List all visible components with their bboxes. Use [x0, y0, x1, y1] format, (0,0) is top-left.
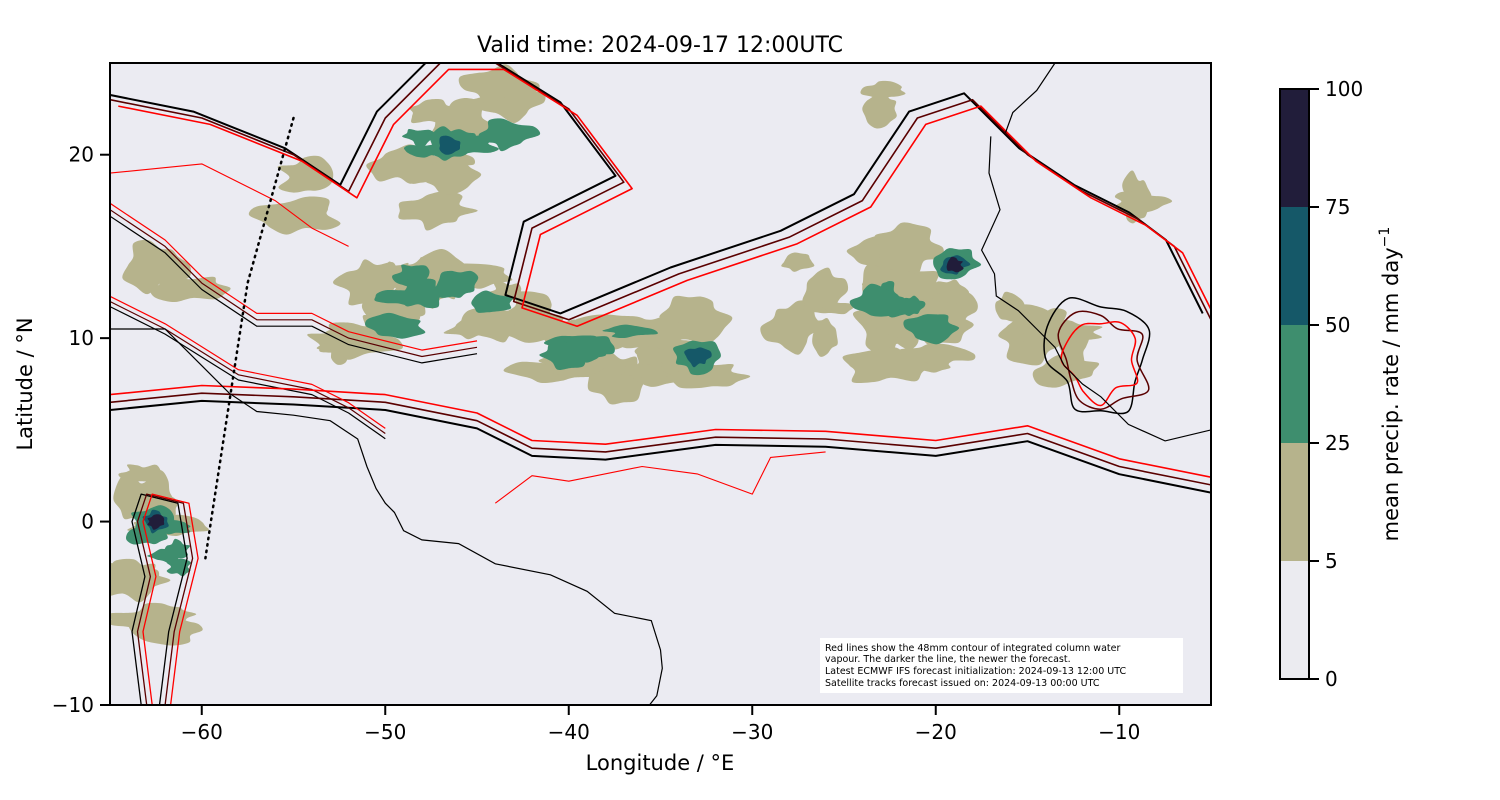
contour-west-oldest — [110, 202, 478, 351]
precip-patch-light — [802, 267, 849, 312]
contour-south-newest — [110, 399, 1211, 494]
colorbar-segment — [1280, 443, 1309, 561]
coastlines — [110, 63, 1211, 705]
x-tick-label: −40 — [548, 720, 590, 744]
colorbar-segment — [1280, 325, 1309, 443]
coastline-west-africa — [980, 136, 1211, 442]
y-axis-ticks: −10 0 10 20 — [52, 143, 110, 717]
contour-africa-ring-mid — [1057, 310, 1150, 410]
precip-patch-light — [398, 190, 478, 231]
precip-patch-light — [862, 88, 897, 129]
contour-south-oldest — [110, 384, 1211, 478]
x-tick-label: −60 — [181, 720, 223, 744]
annotation-line-2: vapour. The darker the line, the newer t… — [825, 654, 1071, 665]
precip-patch-light — [621, 364, 671, 378]
x-axis-ticks: −60 −50 −40 −30 −20 −10 — [181, 705, 1140, 744]
precip-patch-light — [760, 300, 823, 355]
precip-patch-moderate — [432, 270, 479, 298]
colorbar-label: mean precip. rate / mm day−1 — [1377, 227, 1403, 542]
x-axis-label: Longitude / °E — [586, 751, 735, 775]
colorbar-tick-label: 100 — [1325, 77, 1363, 101]
precip-patch-light — [464, 80, 546, 124]
contour-tendril-old — [494, 451, 826, 504]
satellite-track — [204, 116, 295, 560]
x-tick-label: −20 — [915, 720, 957, 744]
annotation-line-4: Satellite tracks forecast issued on: 202… — [825, 678, 1100, 689]
precip-patch-moderate — [900, 295, 925, 317]
precip-patch-moderate — [471, 290, 513, 313]
y-tick-label: −10 — [52, 693, 94, 717]
y-axis-label: Latitude / °N — [13, 317, 37, 450]
coastline-south-america — [110, 328, 663, 705]
annotation-line-1: Red lines show the 48mm contour of integ… — [825, 643, 1120, 654]
colorbar-segment — [1280, 89, 1309, 207]
precip-patch-light — [781, 252, 815, 272]
precip-patch-light — [666, 361, 751, 389]
precip-patch-light — [277, 155, 334, 193]
x-tick-label: −10 — [1098, 720, 1140, 744]
precip-core-extreme — [946, 256, 964, 273]
precip-patch-light — [136, 602, 197, 626]
colorbar-tick-label: 25 — [1325, 431, 1350, 455]
precip-patch-moderate — [403, 144, 436, 158]
precip-patch-moderate — [903, 314, 960, 345]
contour-south-mid — [110, 392, 1211, 486]
satellite-track-layer — [204, 116, 295, 560]
precip-core-extreme — [147, 514, 165, 530]
precip-patch-light — [458, 64, 540, 104]
y-tick-label: 10 — [69, 326, 94, 350]
precip-patch-moderate — [602, 324, 658, 339]
precip-core-heavy — [684, 347, 712, 368]
precip-patch-light — [1114, 191, 1173, 213]
contour-west-mid — [110, 209, 478, 358]
precip-patch-moderate — [365, 312, 426, 339]
x-tick-label: −30 — [731, 720, 773, 744]
plot-frame — [109, 62, 1212, 706]
figure-title: Valid time: 2024-09-17 12:00UTC — [477, 33, 843, 58]
colorbar-tick-label: 0 — [1325, 667, 1338, 691]
contour-amazon-oldest — [142, 493, 199, 705]
precip-patch-light — [113, 470, 160, 523]
colorbar-segment — [1280, 561, 1309, 679]
precip-patch-light — [874, 222, 944, 274]
precip-patch-moderate — [849, 283, 906, 317]
precip-patch-light — [898, 343, 976, 368]
colorbar-tick-label: 75 — [1325, 195, 1350, 219]
precip-patch-light — [122, 239, 192, 295]
y-tick-label: 0 — [81, 510, 94, 534]
contour-guiana-mid — [110, 300, 386, 434]
contour-amazon-newest — [131, 493, 188, 705]
precip-core-moderate — [402, 278, 443, 309]
precip-patch-moderate — [567, 336, 615, 363]
contour-amazon-mid — [136, 493, 194, 705]
contour-guiana-oldest — [110, 295, 386, 429]
x-tick-label: −50 — [364, 720, 406, 744]
precip-patch-moderate — [147, 548, 182, 564]
precip-patch-light — [110, 562, 171, 603]
contour-tendril-north-old — [110, 163, 349, 247]
precipitation-field — [110, 64, 1173, 646]
coastline-sahara-north — [1004, 63, 1056, 133]
precip-patch-moderate — [402, 128, 439, 147]
colorbar-tick-label: 5 — [1325, 549, 1338, 573]
precip-core-heavy — [439, 135, 461, 155]
colorbar-tick-label: 50 — [1325, 313, 1350, 337]
annotation-box: Red lines show the 48mm contour of integ… — [820, 638, 1183, 693]
contour-africa-ring-newest — [1043, 297, 1151, 415]
y-tick-label: 20 — [69, 143, 94, 167]
colorbar: 0 5 25 50 75 100 — [1279, 77, 1363, 691]
precip-patch-light — [424, 153, 482, 195]
colorbar-frame — [1279, 88, 1310, 680]
annotation-line-3: Latest ECMWF IFS forecast initialization… — [825, 666, 1126, 677]
contour-west-newest — [110, 215, 478, 364]
precip-patch-moderate — [478, 118, 541, 152]
colorbar-segment — [1280, 207, 1309, 325]
precip-patch-moderate — [539, 339, 591, 371]
contour-north-oldest — [118, 68, 1211, 327]
